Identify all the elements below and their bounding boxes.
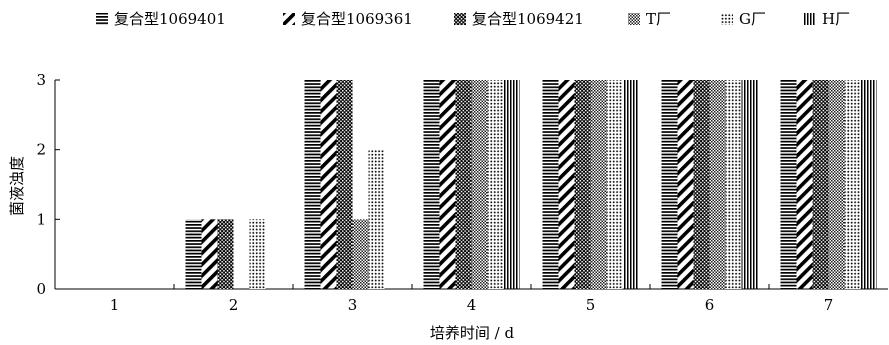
bar <box>796 80 813 289</box>
x-tick-label: 4 <box>467 296 477 314</box>
legend-swatch <box>96 13 108 25</box>
x-tick-label: 7 <box>824 296 834 314</box>
bar <box>780 80 797 289</box>
x-tick-label: 2 <box>229 296 239 314</box>
bar <box>423 80 440 289</box>
bar <box>304 80 321 289</box>
y-tick-label: 1 <box>36 210 46 228</box>
bar <box>606 80 623 289</box>
bar <box>741 80 758 289</box>
x-tick-label: 3 <box>348 296 358 314</box>
bar <box>590 80 607 289</box>
legend-label: 复合型1069361 <box>301 10 413 28</box>
bar <box>812 80 829 289</box>
bars <box>185 80 877 289</box>
y-tick-label: 2 <box>36 141 46 159</box>
x-tick-label: 6 <box>705 296 715 314</box>
bar <box>725 80 742 289</box>
bar <box>622 80 639 289</box>
bar <box>677 80 694 289</box>
legend-label: 复合型1069421 <box>472 10 584 28</box>
bar <box>201 219 218 289</box>
bar <box>185 219 202 289</box>
bar <box>860 80 877 289</box>
bar <box>503 80 520 289</box>
bar <box>455 80 472 289</box>
bar <box>542 80 559 289</box>
legend-label: T厂 <box>646 10 671 28</box>
bar <box>249 219 266 289</box>
y-axis-title: 菌液浊度 <box>8 156 26 216</box>
bar <box>693 80 710 289</box>
bar <box>661 80 678 289</box>
y-tick-label: 3 <box>36 71 46 89</box>
y-tick-label: 0 <box>36 280 46 298</box>
legend-swatch <box>721 13 733 25</box>
bar <box>709 80 726 289</box>
bar <box>844 80 861 289</box>
bar <box>487 80 504 289</box>
legend-swatch <box>804 13 816 25</box>
legend: 复合型1069401 复合型1069361 复合型1069421 T厂 G厂 H厂 <box>96 10 850 28</box>
bar <box>217 219 234 289</box>
legend-label: G厂 <box>739 10 766 28</box>
bar <box>368 149 385 289</box>
bar <box>320 80 337 289</box>
bar <box>352 219 369 289</box>
bar <box>471 80 488 289</box>
legend-swatch <box>283 13 295 25</box>
bar <box>574 80 591 289</box>
bar <box>336 80 353 289</box>
x-tick-label: 5 <box>586 296 596 314</box>
x-axis-title: 培养时间 / d <box>430 324 515 342</box>
legend-swatch <box>454 13 466 25</box>
bar <box>558 80 575 289</box>
bar <box>828 80 845 289</box>
x-tick-label: 1 <box>110 296 120 314</box>
legend-label: H厂 <box>822 10 850 28</box>
legend-label: 复合型1069401 <box>114 10 226 28</box>
y-axis: 0 1 2 3 <box>36 71 60 298</box>
legend-swatch <box>628 13 640 25</box>
bar <box>439 80 456 289</box>
